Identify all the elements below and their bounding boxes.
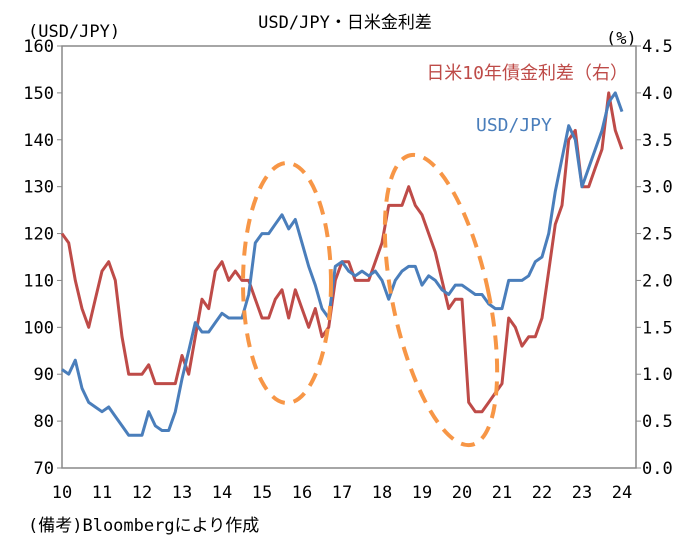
- x-tick-label: 16: [292, 483, 312, 503]
- right-tick-label: 2.5: [642, 225, 673, 245]
- right-tick-label: 0.5: [642, 412, 673, 432]
- right-tick-label: 2.0: [642, 271, 673, 291]
- x-tick-label: 17: [332, 483, 352, 503]
- legend-spread-label: 日米10年債金利差（右）: [426, 63, 628, 84]
- x-tick-label: 22: [532, 483, 552, 503]
- left-tick-label: 160: [23, 37, 54, 57]
- x-tick-label: 19: [412, 483, 432, 503]
- right-tick-label: 3.0: [642, 178, 673, 198]
- right-tick-label: 4.5: [642, 37, 673, 57]
- x-tick-label: 15: [252, 483, 272, 503]
- plot-area: [61, 45, 637, 469]
- x-tick-label: 10: [52, 483, 72, 503]
- x-tick-label: 23: [572, 483, 592, 503]
- left-tick-label: 70: [34, 459, 54, 479]
- footer-note: (備考)Bloombergにより作成: [28, 516, 259, 536]
- left-tick-label: 110: [23, 271, 54, 291]
- x-tick-label: 20: [452, 483, 472, 503]
- x-tick-label: 12: [132, 483, 152, 503]
- x-tick-label: 14: [212, 483, 232, 503]
- left-tick-label: 90: [34, 365, 54, 385]
- right-axis-label: (%): [606, 29, 637, 49]
- x-tick-label: 24: [612, 483, 632, 503]
- x-tick-label: 18: [372, 483, 392, 503]
- right-tick-label: 4.0: [642, 84, 673, 104]
- chart-title: USD/JPY・日米金利差: [258, 13, 432, 33]
- x-tick-label: 21: [492, 483, 512, 503]
- left-tick-label: 100: [23, 318, 54, 338]
- left-tick-label: 140: [23, 131, 54, 151]
- x-tick-label: 13: [172, 483, 192, 503]
- left-tick-label: 120: [23, 225, 54, 245]
- left-tick-label: 150: [23, 84, 54, 104]
- highlight-ellipse-2015: [241, 161, 333, 405]
- left-axis-label: (USD/JPY): [28, 22, 120, 42]
- highlight-ellipse-2019: [382, 152, 500, 448]
- left-tick-label: 80: [34, 412, 54, 432]
- x-tick-label: 11: [92, 483, 112, 503]
- right-tick-label: 3.5: [642, 131, 673, 151]
- left-tick-label: 130: [23, 178, 54, 198]
- right-tick-label: 0.0: [642, 459, 673, 479]
- usdjpy-series-line: [61, 91, 624, 437]
- legend-usdjpy-label: USD/JPY: [476, 115, 552, 136]
- right-tick-label: 1.5: [642, 318, 673, 338]
- spread-series-line: [60, 91, 624, 414]
- right-tick-label: 1.0: [642, 365, 673, 385]
